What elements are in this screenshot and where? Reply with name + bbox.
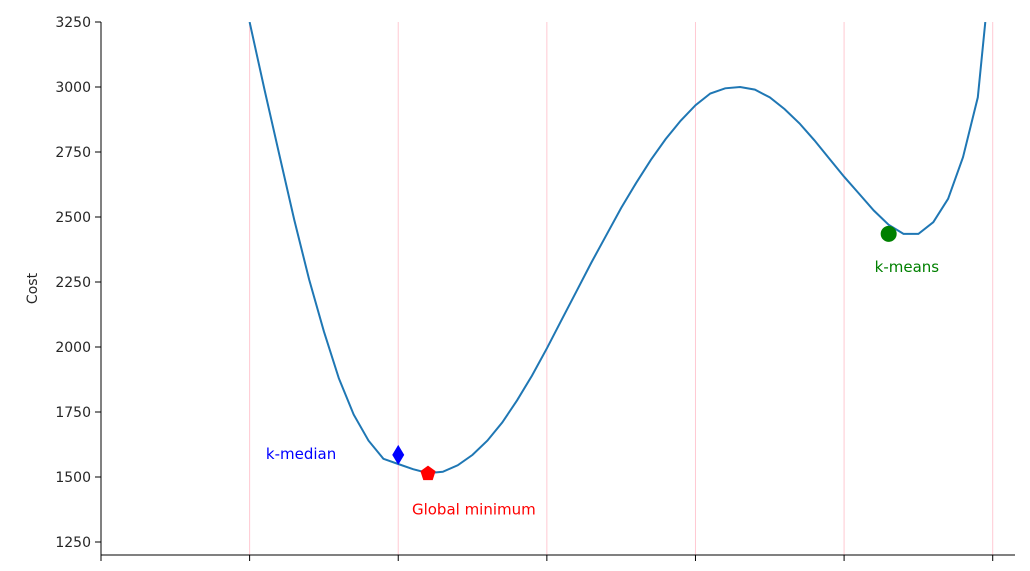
k-median-label: k-median: [266, 445, 336, 463]
markers: k-median Global minimum k-means: [266, 225, 940, 519]
plot-area: [101, 22, 1015, 555]
grid-lines: [249, 22, 994, 555]
y-tick-label-2250: 2250: [55, 275, 91, 291]
y-tick-label-1750: 1750: [55, 405, 91, 421]
global-minimum-marker: [420, 465, 436, 481]
x-axis: [100, 555, 994, 561]
cost-series-line: [248, 22, 987, 475]
y-tick-label-2750: 2750: [55, 145, 91, 161]
y-axis: 1250 1500 1750 2000 2250 2500 2750 3000 3250: [55, 15, 101, 551]
y-tick-label-3000: 3000: [55, 80, 91, 96]
k-means-marker: [880, 225, 897, 242]
global-minimum-label: Global minimum: [412, 501, 536, 519]
y-tick-label-1500: 1500: [55, 470, 91, 486]
y-tick-label-1250: 1250: [55, 535, 91, 551]
k-means-label: k-means: [875, 258, 940, 276]
y-tick-label-2000: 2000: [55, 340, 91, 356]
y-tick-label-2500: 2500: [55, 210, 91, 226]
y-axis-label: Cost: [25, 272, 41, 304]
y-tick-label-3250: 3250: [55, 15, 91, 31]
k-median-marker: [392, 444, 405, 465]
